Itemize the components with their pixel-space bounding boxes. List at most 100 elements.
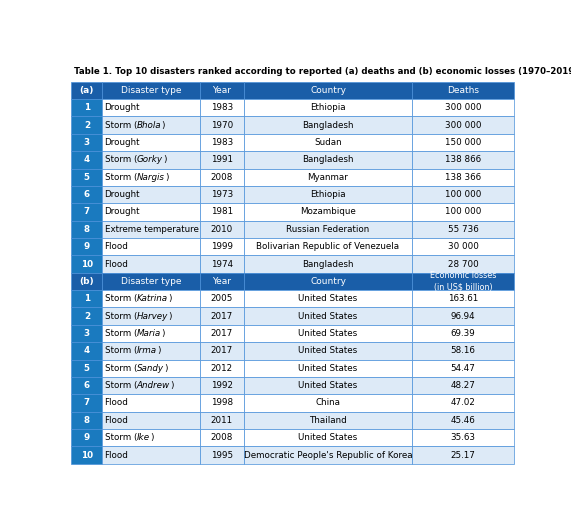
Bar [412, 134, 514, 151]
Text: Storm (: Storm ( [104, 121, 137, 130]
Text: 1995: 1995 [211, 451, 233, 460]
Text: Bhola: Bhola [137, 121, 162, 130]
Text: United States: United States [299, 294, 357, 303]
Bar [71, 342, 102, 359]
Bar [71, 394, 102, 412]
Bar [102, 290, 200, 307]
Text: Bangladesh: Bangladesh [302, 155, 354, 165]
Bar [412, 117, 514, 134]
Text: Russian Federation: Russian Federation [287, 225, 369, 234]
Text: 300 000: 300 000 [445, 103, 481, 113]
Bar [102, 446, 200, 464]
Bar [102, 134, 200, 151]
Text: 2008: 2008 [211, 433, 233, 442]
Bar [244, 82, 412, 99]
Text: 6: 6 [84, 190, 90, 199]
Bar [102, 412, 200, 429]
Text: Flood: Flood [104, 451, 128, 460]
Bar [200, 169, 244, 186]
Text: 4: 4 [84, 155, 90, 165]
Text: Storm (: Storm ( [104, 346, 137, 355]
Text: Table 1. Top 10 disasters ranked according to reported (a) deaths and (b) econom: Table 1. Top 10 disasters ranked accordi… [74, 67, 571, 77]
Bar [244, 412, 412, 429]
Text: Storm (: Storm ( [104, 433, 137, 442]
Text: China: China [316, 399, 340, 407]
Bar [412, 325, 514, 342]
Text: Democratic People's Republic of Korea: Democratic People's Republic of Korea [244, 451, 412, 460]
Bar [102, 307, 200, 325]
Text: United States: United States [299, 381, 357, 390]
Bar [71, 290, 102, 307]
Bar [71, 186, 102, 203]
Text: 2011: 2011 [211, 416, 233, 425]
Text: Economic losses
(in US$ billion): Economic losses (in US$ billion) [430, 271, 496, 291]
Bar [71, 203, 102, 221]
Text: Storm (: Storm ( [104, 381, 137, 390]
Bar [244, 342, 412, 359]
Text: 1970: 1970 [211, 121, 233, 130]
Text: 45.46: 45.46 [451, 416, 476, 425]
Bar [412, 394, 514, 412]
Bar [412, 99, 514, 117]
Bar [244, 255, 412, 272]
Text: 2017: 2017 [211, 346, 233, 355]
Text: Flood: Flood [104, 259, 128, 268]
Text: 9: 9 [84, 433, 90, 442]
Bar [102, 272, 200, 290]
Bar [244, 238, 412, 255]
Bar [412, 446, 514, 464]
Text: Year: Year [212, 277, 231, 286]
Text: 1999: 1999 [211, 242, 233, 251]
Bar [412, 221, 514, 238]
Text: Drought: Drought [104, 207, 140, 216]
Text: Drought: Drought [104, 103, 140, 113]
Text: 28 700: 28 700 [448, 259, 478, 268]
Text: 5: 5 [84, 364, 90, 373]
Text: 2010: 2010 [211, 225, 233, 234]
Bar [71, 412, 102, 429]
Bar [200, 394, 244, 412]
Text: ): ) [168, 294, 171, 303]
Text: 138 866: 138 866 [445, 155, 481, 165]
Bar [244, 290, 412, 307]
Text: 69.39: 69.39 [451, 329, 476, 338]
Text: 4: 4 [84, 346, 90, 355]
Text: Gorky: Gorky [137, 155, 163, 165]
Bar [71, 151, 102, 169]
Text: Ike: Ike [137, 433, 150, 442]
Text: 2: 2 [84, 312, 90, 320]
Bar [200, 429, 244, 446]
Text: 8: 8 [84, 225, 90, 234]
Bar [244, 307, 412, 325]
Bar [200, 221, 244, 238]
Text: Year: Year [212, 86, 231, 95]
Text: 7: 7 [84, 207, 90, 216]
Bar [244, 272, 412, 290]
Bar [244, 186, 412, 203]
Text: United States: United States [299, 364, 357, 373]
Bar [102, 169, 200, 186]
Text: 10: 10 [81, 451, 93, 460]
Bar [71, 255, 102, 272]
Text: United States: United States [299, 312, 357, 320]
Text: Sandy: Sandy [137, 364, 164, 373]
Text: 100 000: 100 000 [445, 190, 481, 199]
Text: Storm (: Storm ( [104, 155, 137, 165]
Bar [71, 359, 102, 377]
Text: 163.61: 163.61 [448, 294, 478, 303]
Bar [102, 325, 200, 342]
Text: 100 000: 100 000 [445, 207, 481, 216]
Text: (b): (b) [79, 277, 94, 286]
Text: ): ) [164, 364, 167, 373]
Text: Katrina: Katrina [137, 294, 168, 303]
Bar [102, 394, 200, 412]
Bar [412, 169, 514, 186]
Bar [102, 359, 200, 377]
Text: Drought: Drought [104, 138, 140, 147]
Text: ): ) [165, 173, 168, 182]
Text: 1981: 1981 [211, 207, 233, 216]
Text: 1992: 1992 [211, 381, 233, 390]
Text: Sudan: Sudan [314, 138, 342, 147]
Bar [71, 325, 102, 342]
Text: 300 000: 300 000 [445, 121, 481, 130]
